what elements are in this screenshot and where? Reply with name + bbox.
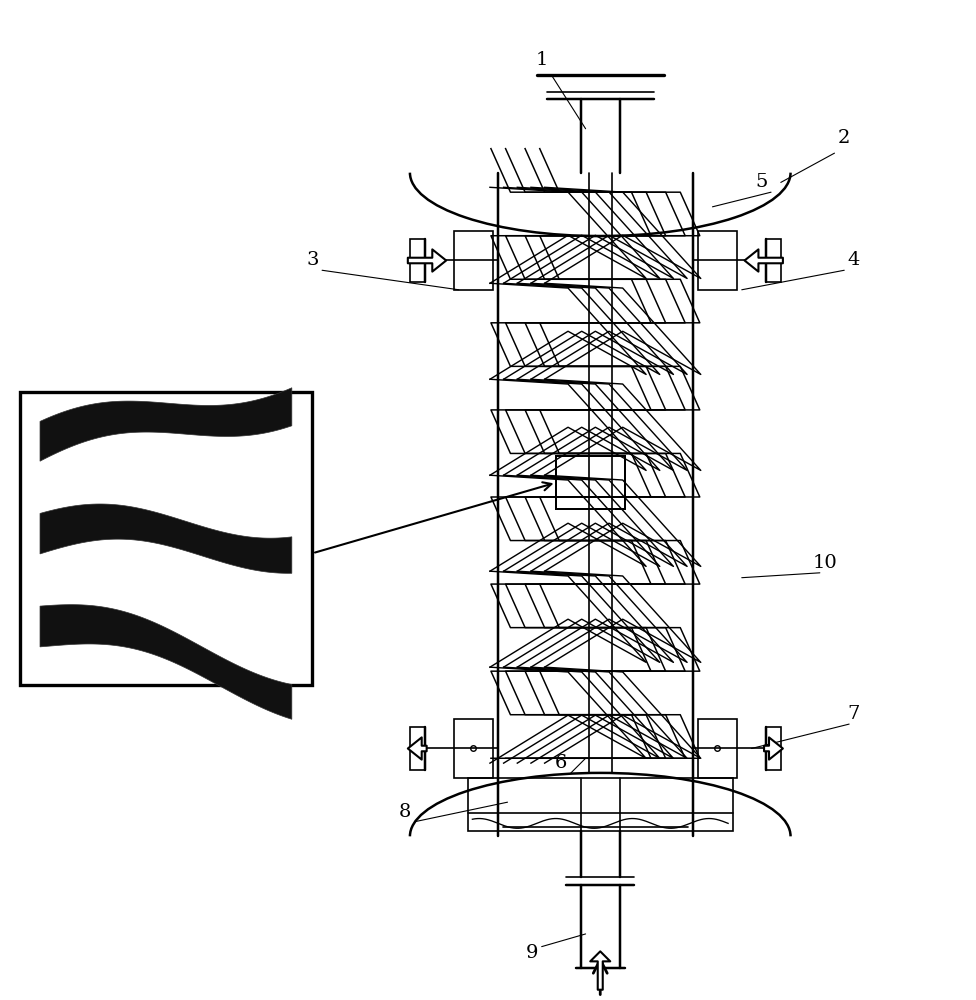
- Bar: [20, 392, 312, 685]
- Polygon shape: [40, 504, 292, 573]
- Text: 8: 8: [399, 803, 411, 821]
- Text: 10: 10: [812, 554, 837, 572]
- Bar: [698, 231, 737, 290]
- Bar: [410, 727, 425, 770]
- Bar: [454, 719, 493, 778]
- Text: 3: 3: [306, 251, 318, 269]
- Bar: [454, 231, 493, 290]
- Polygon shape: [40, 388, 292, 461]
- Text: 2: 2: [838, 129, 850, 147]
- Bar: [766, 239, 781, 282]
- Text: 4: 4: [848, 251, 860, 269]
- Text: 6: 6: [555, 754, 567, 772]
- Bar: [766, 727, 781, 770]
- Text: 1: 1: [536, 51, 548, 69]
- Bar: [556, 456, 625, 509]
- Text: 9: 9: [526, 944, 538, 962]
- Text: 7: 7: [848, 705, 860, 723]
- Bar: [468, 778, 733, 831]
- Bar: [410, 239, 425, 282]
- Polygon shape: [40, 605, 292, 719]
- Text: 5: 5: [755, 173, 767, 191]
- Bar: [698, 719, 737, 778]
